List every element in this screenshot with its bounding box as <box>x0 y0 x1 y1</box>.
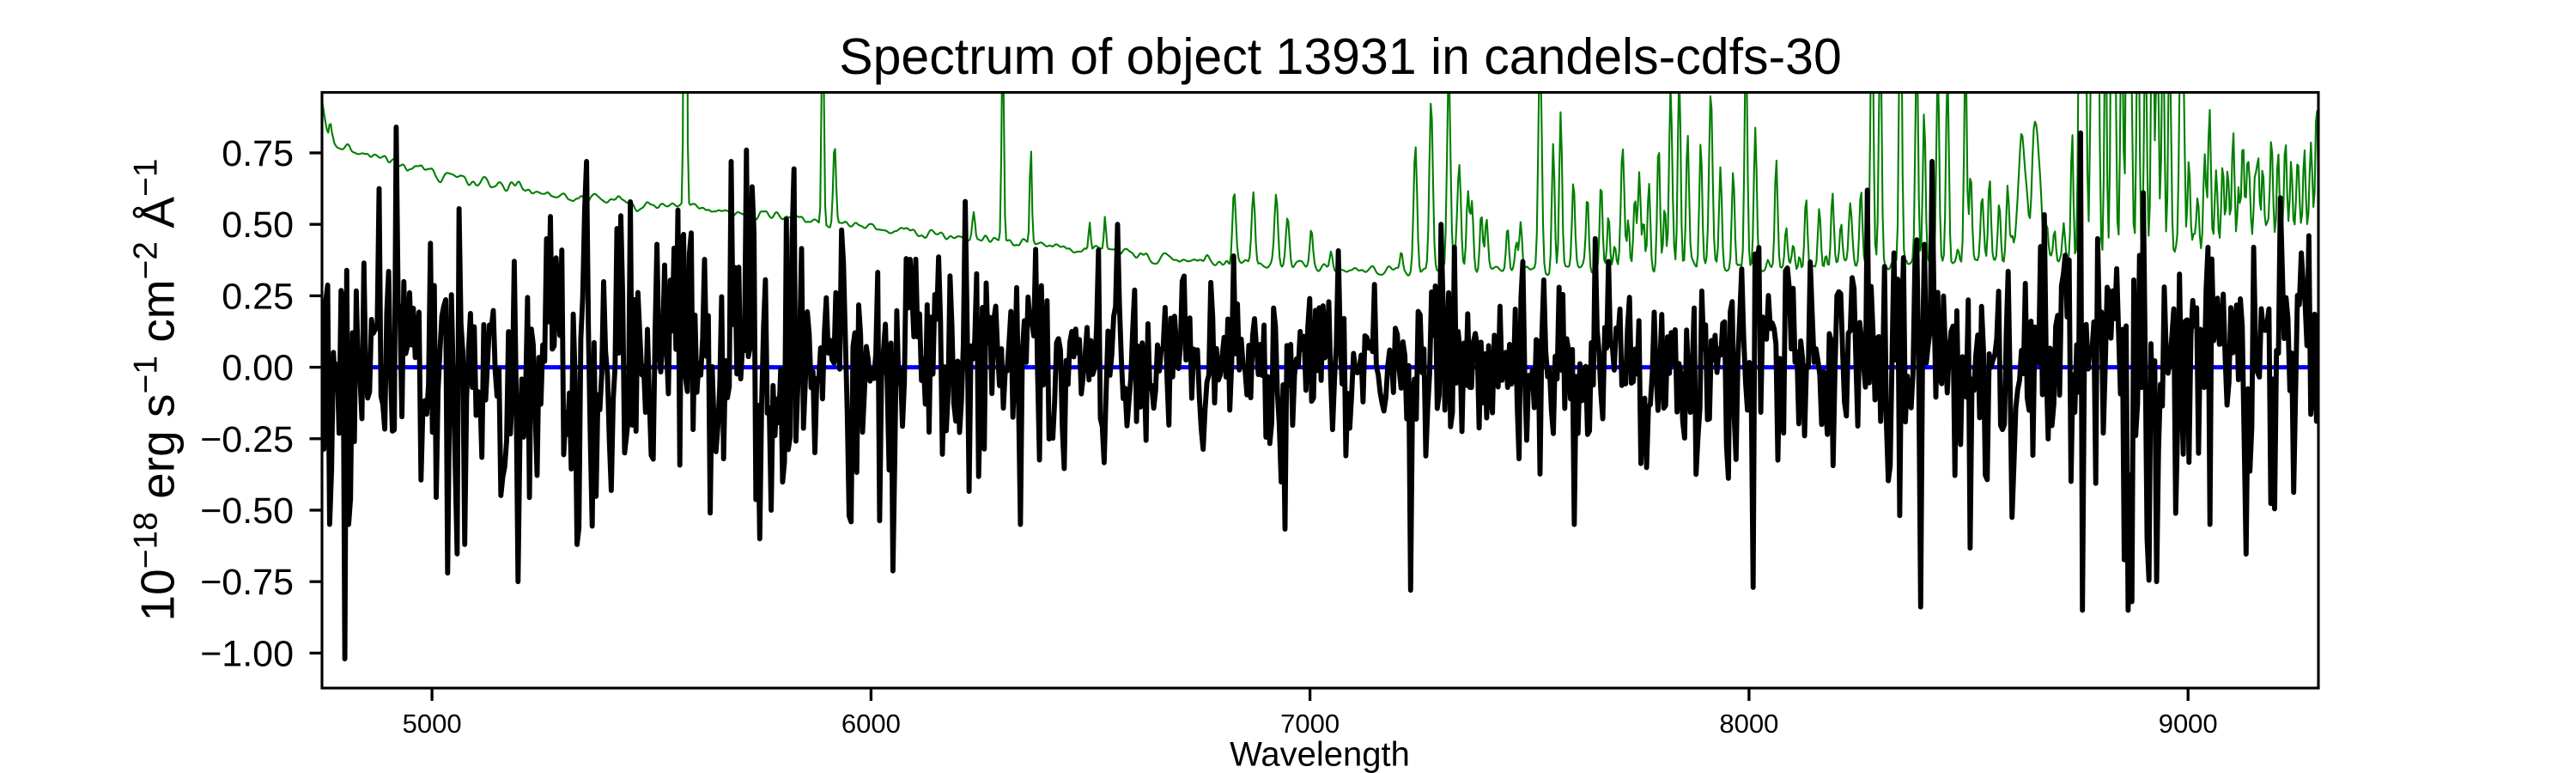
svg-text:5000: 5000 <box>403 709 462 739</box>
svg-text:Wavelength: Wavelength <box>1230 736 1410 773</box>
svg-text:−0.75: −0.75 <box>200 562 294 603</box>
svg-text:9000: 9000 <box>2159 709 2218 739</box>
svg-text:0.25: 0.25 <box>222 276 294 317</box>
svg-text:0.50: 0.50 <box>222 204 294 246</box>
svg-text:Spectrum of object 13931 in ca: Spectrum of object 13931 in candels-cdfs… <box>839 28 1842 85</box>
svg-text:8000: 8000 <box>1719 709 1778 739</box>
svg-text:6000: 6000 <box>841 709 901 739</box>
svg-text:7000: 7000 <box>1280 709 1340 739</box>
svg-text:0.75: 0.75 <box>222 133 294 174</box>
svg-text:−0.50: −0.50 <box>200 490 294 532</box>
svg-text:−1.00: −1.00 <box>200 633 294 674</box>
svg-text:0.00: 0.00 <box>222 348 294 389</box>
svg-text:−0.25: −0.25 <box>200 419 294 460</box>
